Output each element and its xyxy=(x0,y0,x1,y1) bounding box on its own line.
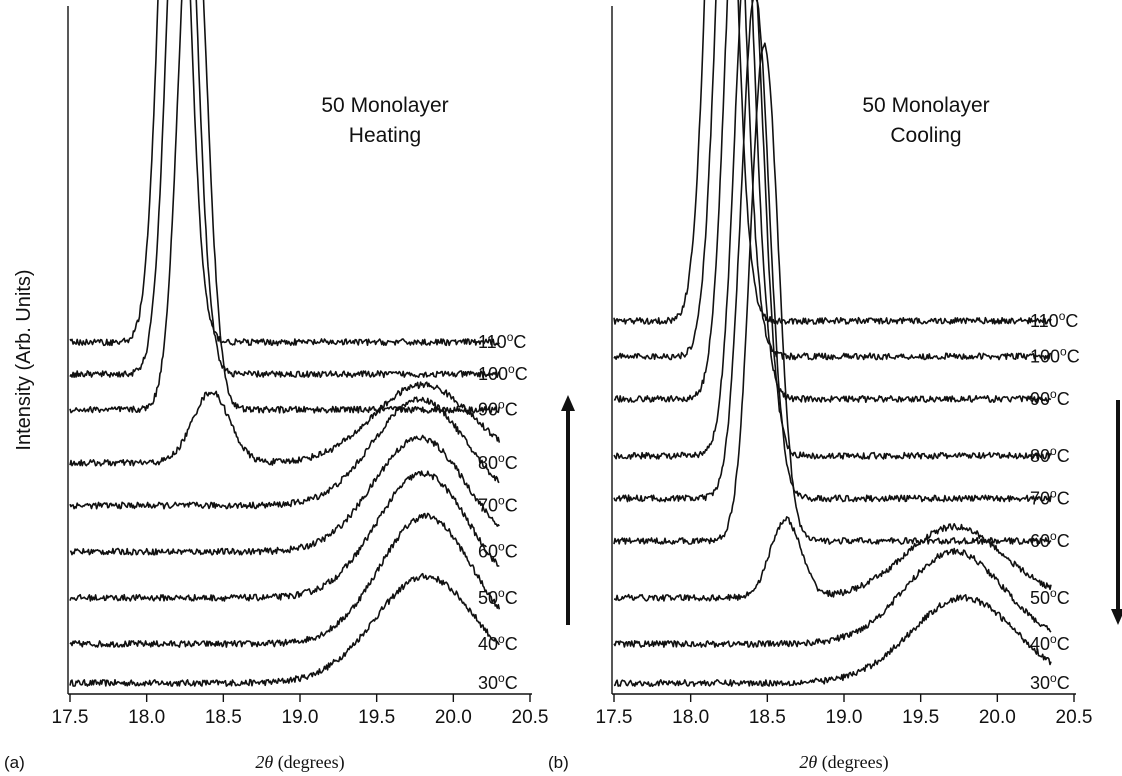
temperature-label-50: 50oC xyxy=(1030,586,1070,608)
temperature-label-50: 50oC xyxy=(478,586,518,608)
panel-label: (b) xyxy=(548,753,569,772)
x-tick-label: 17.5 xyxy=(596,707,633,728)
panel-label: (a) xyxy=(4,753,25,772)
trace-110C xyxy=(613,0,1052,325)
trace-110C xyxy=(69,0,500,347)
x-tick-label: 18.5 xyxy=(205,707,242,728)
temperature-label-90: 90oC xyxy=(1030,387,1070,409)
temperature-label-30: 30oC xyxy=(1030,671,1070,693)
trace-80C xyxy=(613,0,1052,460)
x-tick-label: 18.0 xyxy=(128,707,165,728)
x-tick-label: 18.5 xyxy=(749,707,786,728)
direction-arrow-head xyxy=(561,395,575,411)
trace-50C xyxy=(69,470,500,602)
x-tick-label: 19.0 xyxy=(282,707,319,728)
temperature-label-30: 30oC xyxy=(478,671,518,693)
x-axis-label-units: (degrees) xyxy=(273,752,344,773)
trace-40C xyxy=(613,547,1052,648)
x-tick-label: 20.5 xyxy=(512,707,549,728)
x-tick-label: 20.0 xyxy=(435,707,472,728)
x-tick-label: 19.5 xyxy=(358,707,395,728)
trace-30C xyxy=(69,572,500,687)
x-tick-label: 17.5 xyxy=(52,707,89,728)
direction-arrow-head xyxy=(1111,609,1122,625)
y-axis-label: Intensity (Arb. Units) xyxy=(13,269,35,450)
trace-90C xyxy=(613,0,1052,403)
trace-80C xyxy=(69,381,501,467)
x-axis-label-symbol: 2θ xyxy=(799,752,817,772)
trace-70C xyxy=(613,0,1052,503)
temperature-label-110: 110oC xyxy=(1030,309,1078,331)
temperature-label-90: 90oC xyxy=(478,398,518,420)
trace-30C xyxy=(613,594,1052,687)
temperature-label-80: 80oC xyxy=(1030,444,1070,466)
panel-title-line: Heating xyxy=(349,124,421,147)
panel-title-line: 50 Monolayer xyxy=(862,94,989,117)
x-tick-label: 19.5 xyxy=(902,707,939,728)
x-axis-label: 2θ (degrees) xyxy=(255,752,344,773)
chart-panel-a: 17.5 18.0 18.5 19.0 19.5 20.0 20.5 2θ (degrees)… xyxy=(4,0,575,773)
temperature-label-70: 70oC xyxy=(478,494,518,516)
trace-50C xyxy=(613,516,1052,602)
trace-60C xyxy=(613,42,1052,545)
x-tick-label: 20.5 xyxy=(1056,707,1093,728)
temperature-label-40: 40oC xyxy=(478,632,518,654)
trace-90C xyxy=(69,0,501,414)
trace-100C xyxy=(69,0,500,379)
x-tick-label: 20.0 xyxy=(979,707,1016,728)
x-tick-label: 18.0 xyxy=(672,707,709,728)
trace-60C xyxy=(69,434,500,556)
temperature-label-110: 110oC xyxy=(478,330,526,352)
trace-70C xyxy=(69,396,500,510)
temperature-label-70: 70oC xyxy=(1030,486,1070,508)
panel-title-line: 50 Monolayer xyxy=(321,94,448,117)
trace-100C xyxy=(613,0,1052,361)
x-axis-label-symbol: 2θ xyxy=(255,752,273,772)
x-tick-label: 19.0 xyxy=(826,707,863,728)
panel-title-line: Cooling xyxy=(890,124,961,147)
temperature-label-80: 80oC xyxy=(478,451,518,473)
x-axis-label: 2θ (degrees) xyxy=(799,752,888,773)
chart-panel-b: 17.5 18.0 18.5 19.0 19.5 20.0 20.5 2θ (degrees)… xyxy=(548,0,1122,773)
temperature-label-100: 100oC xyxy=(1030,344,1080,366)
temperature-label-40: 40oC xyxy=(1030,632,1070,654)
temperature-label-60: 60oC xyxy=(1030,529,1070,551)
temperature-label-60: 60oC xyxy=(478,540,518,562)
trace-40C xyxy=(69,512,501,648)
x-axis-label-units: (degrees) xyxy=(817,752,888,773)
temperature-label-100: 100oC xyxy=(478,362,528,384)
